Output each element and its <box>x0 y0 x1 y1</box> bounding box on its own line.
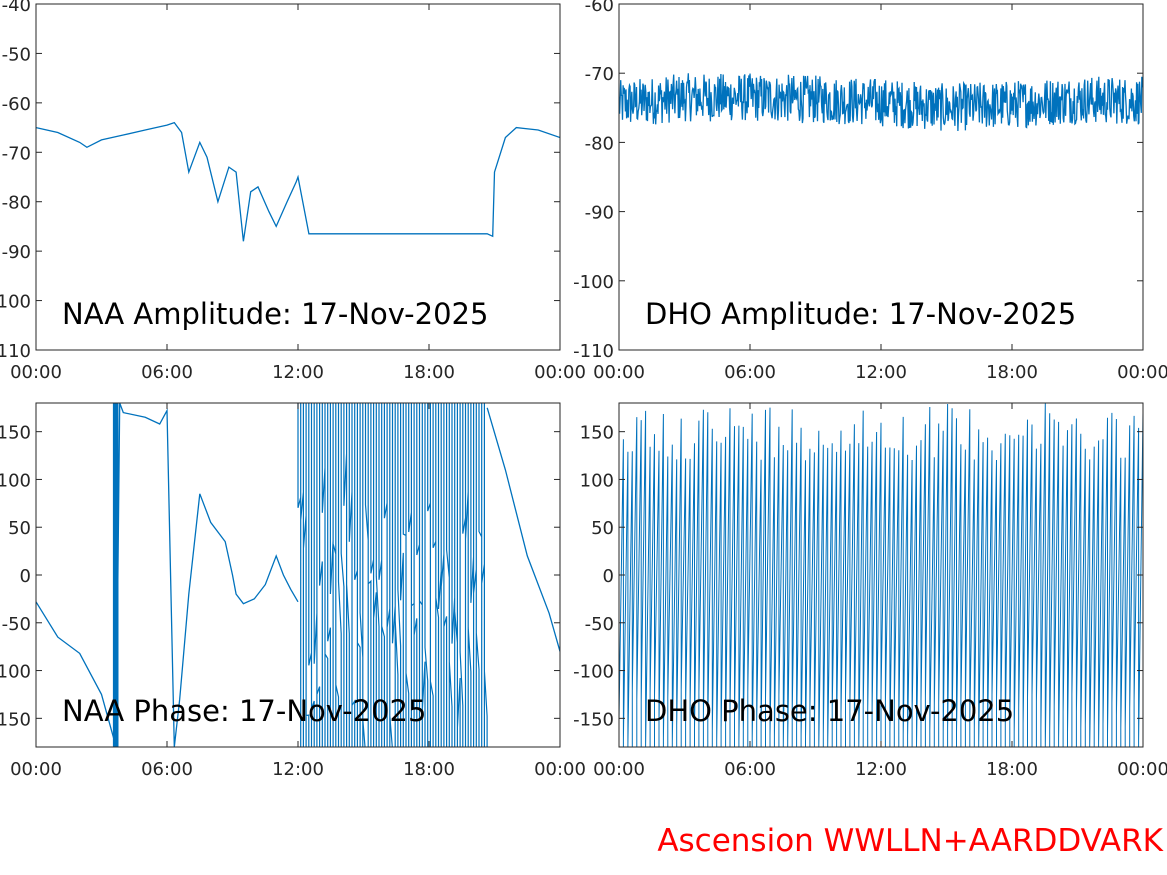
dho-phase-title: DHO Phase: 17-Nov-2025 <box>645 694 1014 728</box>
dho-amp-ytick-label-1: -70 <box>585 64 614 85</box>
naa-phase-ytick-label-4: -50 <box>2 614 31 635</box>
naa-amp-ytick-label-6: -100 <box>0 292 31 313</box>
naa-amp-title: NAA Amplitude: 17-Nov-2025 <box>62 297 488 331</box>
naa-amp-ytick-label-3: -70 <box>2 143 31 164</box>
naa-phase-series-0 <box>36 403 299 747</box>
naa-amp-xtick-label-2: 12:00 <box>272 362 324 383</box>
naa-phase-xtick-label-0: 00:00 <box>10 759 62 780</box>
station-footer: Ascension WWLLN+AARDDVARK <box>657 823 1163 859</box>
naa-phase-ytick-label-3: 0 <box>20 566 31 587</box>
naa-phase-xtick-label-1: 06:00 <box>141 759 193 780</box>
dho-amp-panel: 00:00 06:00 12:00 18:00 00:00 -60 -70 -80 -90 -10… <box>573 0 1167 383</box>
dho-amp-ytick-label-3: -90 <box>585 203 614 224</box>
naa-phase-ytick-label-0: 150 <box>0 423 31 444</box>
naa-amp-xtick-label-0: 00:00 <box>10 362 62 383</box>
dho-phase-series-group <box>619 403 1143 747</box>
naa-amp-ytick-label-0: -40 <box>2 0 31 16</box>
dho-amp-ytick-label-0: -60 <box>585 0 614 16</box>
naa-phase-series-wraps <box>112 403 488 747</box>
dho-amp-xtick-label-4: 00:00 <box>1117 362 1167 383</box>
naa-amp-xtick-label-3: 18:00 <box>403 362 455 383</box>
naa-phase-xtick-label-4: 00:00 <box>534 759 586 780</box>
dho-phase-ytick-label-6: -150 <box>573 709 614 730</box>
naa-amp-xtick-label-4: 00:00 <box>534 362 586 383</box>
dho-phase-xtick-label-2: 12:00 <box>855 759 907 780</box>
dho-amp-xtick-label-3: 18:00 <box>986 362 1038 383</box>
naa-amp-xtick-label-1: 06:00 <box>141 362 193 383</box>
dho-amp-xtick-label-1: 06:00 <box>724 362 776 383</box>
dho-phase-ytick-label-3: 0 <box>603 566 614 587</box>
naa-phase-series-1 <box>486 407 560 652</box>
dho-phase-xtick-label-1: 06:00 <box>724 759 776 780</box>
dho-amp-xtick-label-0: 00:00 <box>593 362 645 383</box>
dho-phase-ytick-label-4: -50 <box>585 614 614 635</box>
dho-phase-ytick-label-1: 100 <box>580 470 614 491</box>
naa-amp-series-group <box>36 121 560 242</box>
dho-amp-xtick-label-2: 12:00 <box>855 362 907 383</box>
dho-amp-series-0 <box>619 73 1143 132</box>
naa-amp-ytick-label-1: -50 <box>2 44 31 65</box>
dho-phase-series-0 <box>619 403 1143 747</box>
naa-phase-ytick-label-1: 100 <box>0 470 31 491</box>
naa-amp-panel: 00:00 06:00 12:00 18:00 00:00 -40 -50 -60 -70 -80… <box>0 0 586 383</box>
naa-amp-ytick-label-4: -80 <box>2 193 31 214</box>
naa-phase-ytick-label-6: -150 <box>0 709 31 730</box>
naa-phase-title: NAA Phase: 17-Nov-2025 <box>62 694 426 728</box>
naa-amp-ytick-label-2: -60 <box>2 94 31 115</box>
dho-amp-title: DHO Amplitude: 17-Nov-2025 <box>645 297 1076 331</box>
dho-phase-ytick-label-5: -100 <box>573 662 614 683</box>
dho-amp-ytick-label-5: -110 <box>573 341 614 362</box>
dho-amp-ytick-label-4: -100 <box>573 272 614 293</box>
naa-amp-series-0 <box>36 121 560 242</box>
dho-phase-ytick-label-0: 150 <box>580 423 614 444</box>
naa-phase-ytick-label-2: 50 <box>8 518 31 539</box>
naa-phase-series-group <box>36 403 560 747</box>
dho-phase-ytick-label-2: 50 <box>591 518 614 539</box>
naa-phase-panel: 00:00 06:00 12:00 18:00 00:00 150 100 50 0 -50 -10… <box>0 402 586 780</box>
dho-amp-series-group <box>619 73 1143 132</box>
dho-phase-xtick-label-3: 18:00 <box>986 759 1038 780</box>
naa-amp-ytick-label-5: -90 <box>2 242 31 263</box>
naa-phase-xtick-label-2: 12:00 <box>272 759 324 780</box>
naa-phase-xtick-label-3: 18:00 <box>403 759 455 780</box>
dho-phase-xtick-label-0: 00:00 <box>593 759 645 780</box>
dho-phase-panel: 00:00 06:00 12:00 18:00 00:00 150 100 50 0 -50 -10… <box>573 402 1167 780</box>
dho-phase-xtick-label-4: 00:00 <box>1117 759 1167 780</box>
naa-phase-ytick-label-5: -100 <box>0 662 31 683</box>
naa-amp-ytick-label-7: -110 <box>0 341 31 362</box>
dho-amp-ytick-label-2: -80 <box>585 133 614 154</box>
